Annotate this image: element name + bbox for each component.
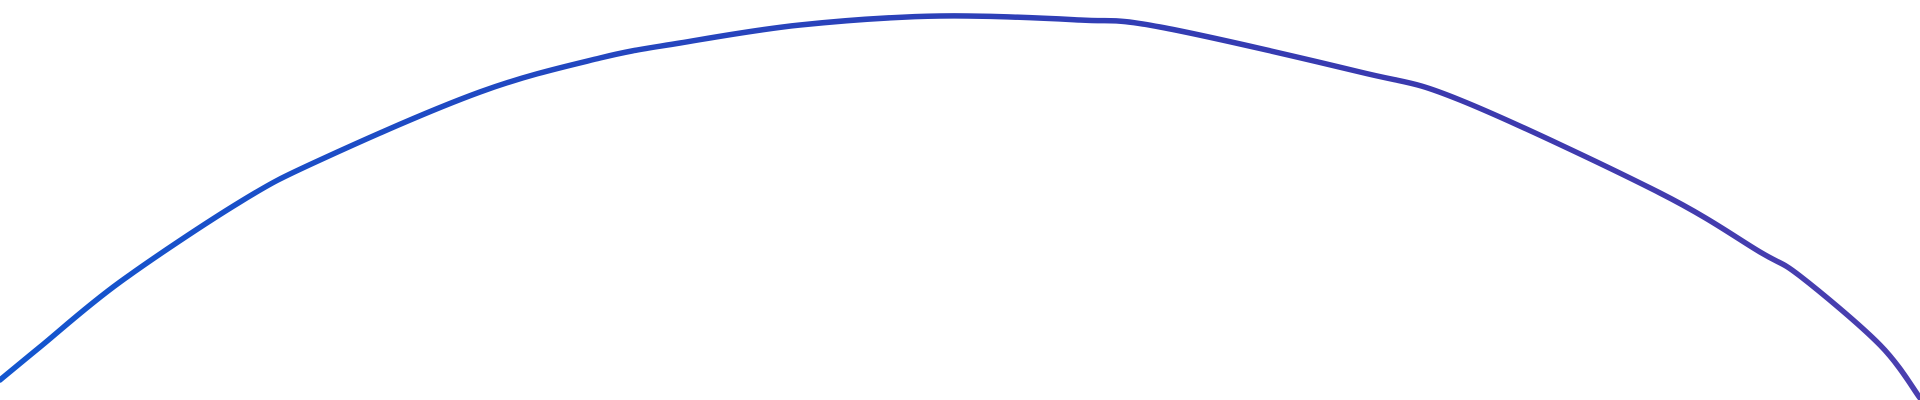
arc-curve-line — [0, 13, 1920, 400]
